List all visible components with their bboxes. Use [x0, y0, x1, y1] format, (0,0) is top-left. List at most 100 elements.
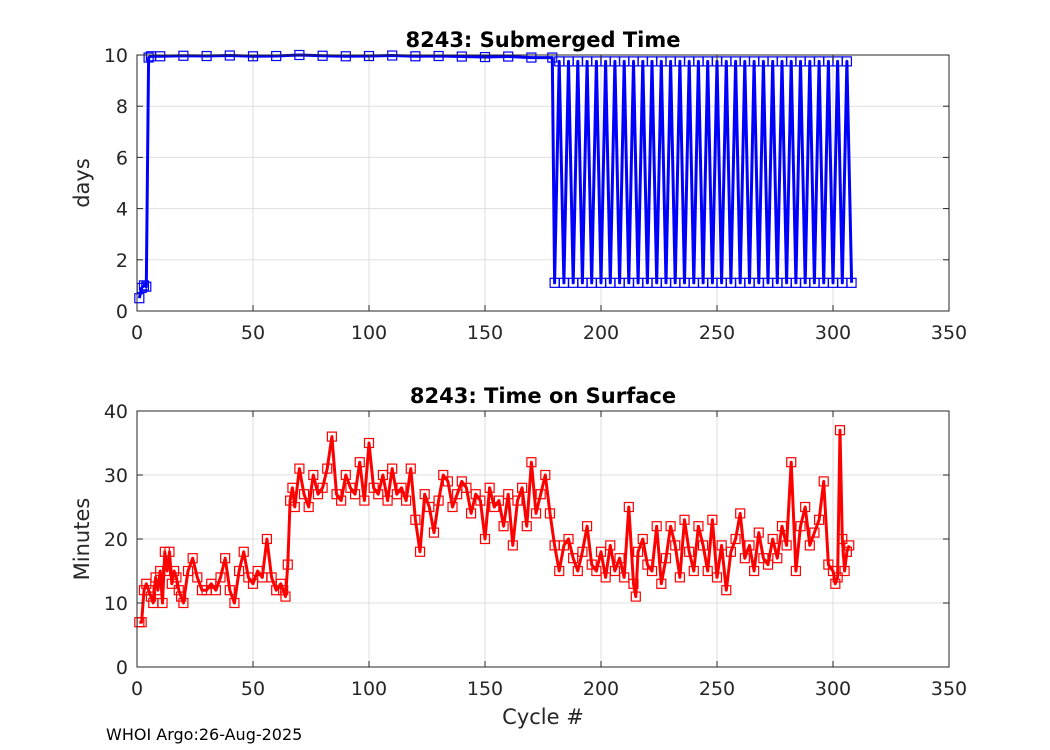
x-tick-label: 300 [815, 678, 851, 700]
data-point [581, 521, 593, 532]
y-tick-label: 10 [104, 45, 128, 67]
data-point [169, 565, 180, 577]
data-point [419, 489, 430, 500]
data-point [210, 585, 221, 596]
data-point [433, 50, 444, 62]
data-point [247, 578, 259, 589]
data-point [670, 540, 681, 551]
data-point [349, 489, 361, 500]
data-point [141, 578, 152, 589]
x-tick-label: 150 [467, 322, 503, 344]
data-point [844, 540, 855, 551]
data-point [152, 585, 163, 596]
data-point [595, 546, 607, 557]
data-point [568, 553, 579, 564]
data-point [744, 540, 755, 551]
data-point [178, 597, 189, 609]
y-tick-label: 6 [116, 147, 128, 169]
data-point [326, 431, 337, 442]
data-point [660, 553, 672, 564]
data-point [141, 281, 152, 292]
data-point [187, 553, 198, 564]
data-point [215, 572, 226, 583]
data-point [656, 578, 667, 589]
data-point [155, 51, 166, 62]
data-point [753, 527, 764, 538]
data-point [224, 585, 235, 596]
x-tick-label: 100 [351, 678, 387, 700]
data-point [377, 469, 389, 481]
data-point [623, 501, 634, 513]
data-point [503, 51, 514, 62]
data-point [554, 565, 565, 577]
data-point [410, 514, 421, 525]
y-tick-label: 4 [116, 199, 128, 221]
data-point [600, 572, 611, 583]
data-point [526, 52, 537, 63]
data-point [633, 546, 644, 557]
data-point [637, 533, 648, 545]
y-tick-label: 0 [116, 657, 128, 679]
chart-title: 8243: Time on Surface [410, 384, 676, 408]
data-point [795, 521, 806, 532]
data-point [749, 565, 760, 577]
data-point [841, 56, 853, 67]
data-point [781, 540, 792, 551]
x-tick-label: 200 [583, 678, 619, 700]
data-point [605, 540, 616, 551]
data-point [716, 540, 727, 551]
data-point [157, 597, 168, 609]
data-point [739, 553, 750, 564]
x-tick-label: 0 [131, 322, 143, 344]
x-tick-label: 350 [931, 678, 967, 700]
data-point [238, 546, 249, 557]
data-point [433, 495, 444, 506]
data-point [846, 277, 857, 288]
data-point [363, 437, 375, 449]
data-point [164, 546, 175, 557]
data-point [804, 540, 815, 551]
data-point [134, 293, 145, 304]
data-point [507, 540, 518, 551]
time-on-surface-plot: 0 50 100 150 200 250 300 350 0 10 20 30 40 8243: Time… [70, 384, 967, 729]
x-tick-label: 350 [931, 322, 967, 344]
chart-title: 8243: Submerged Time [405, 28, 680, 52]
data-point [201, 50, 212, 62]
data-point [563, 533, 574, 545]
data-point [721, 585, 732, 596]
data-point [143, 52, 154, 63]
data-point [282, 559, 293, 570]
data-point [619, 572, 630, 583]
data-point [298, 489, 310, 500]
data-point [182, 565, 194, 577]
data-point [762, 559, 774, 570]
data-point [688, 565, 699, 577]
data-point [651, 521, 662, 532]
data-point [401, 495, 412, 506]
data-point [776, 521, 788, 532]
data-point [405, 463, 416, 474]
data-point [841, 546, 853, 557]
data-point [725, 546, 737, 557]
x-tick-label: 100 [351, 322, 387, 344]
data-point [340, 51, 351, 62]
data-point [461, 482, 472, 493]
data-point [702, 565, 713, 577]
data-point [813, 514, 825, 525]
data-point [591, 565, 602, 577]
y-tick-label: 40 [104, 401, 128, 423]
y-axis-label: days [70, 158, 94, 208]
data-point [428, 527, 440, 538]
data-point [382, 495, 393, 506]
data-point [674, 572, 685, 583]
data-point [679, 514, 690, 525]
data-point [192, 572, 203, 583]
data-point [730, 533, 741, 545]
data-point [772, 553, 783, 564]
data-point [526, 457, 537, 468]
data-point [837, 533, 848, 545]
data-point [834, 425, 846, 436]
data-point [220, 553, 231, 564]
data-point [359, 495, 370, 506]
series-line [137, 53, 854, 299]
